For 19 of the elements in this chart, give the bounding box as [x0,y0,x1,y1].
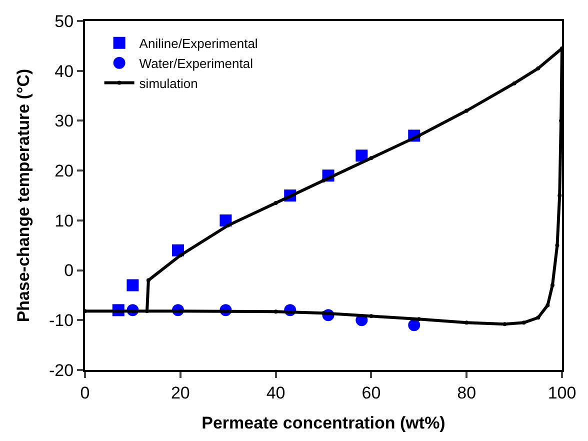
y-tick-label: 0 [64,261,74,280]
y-tick-label: 30 [54,112,74,131]
y-axis-title: Phase-change temperature (°C) [14,68,34,322]
x-axis-title: Permeate concentration (wt%) [202,413,446,432]
legend-label: Water/Experimental [139,56,254,71]
y-tick-label: 50 [54,12,74,31]
x-tick-label: 0 [80,383,90,402]
y-tick-label: -10 [49,311,74,330]
x-tick-label: 80 [457,383,476,402]
x-tick-label: 60 [362,383,381,402]
y-tick-label: 40 [54,62,74,81]
y-tick-label: 10 [54,211,74,230]
x-tick-label: 40 [266,383,286,402]
legend-label: simulation [139,76,198,91]
y-tick-label: 20 [54,162,74,181]
x-tick-label: 100 [548,383,576,402]
y-tick-label: -20 [49,360,74,380]
legend-label: Aniline/Experimental [139,36,258,51]
x-tick-label: 20 [170,383,190,402]
